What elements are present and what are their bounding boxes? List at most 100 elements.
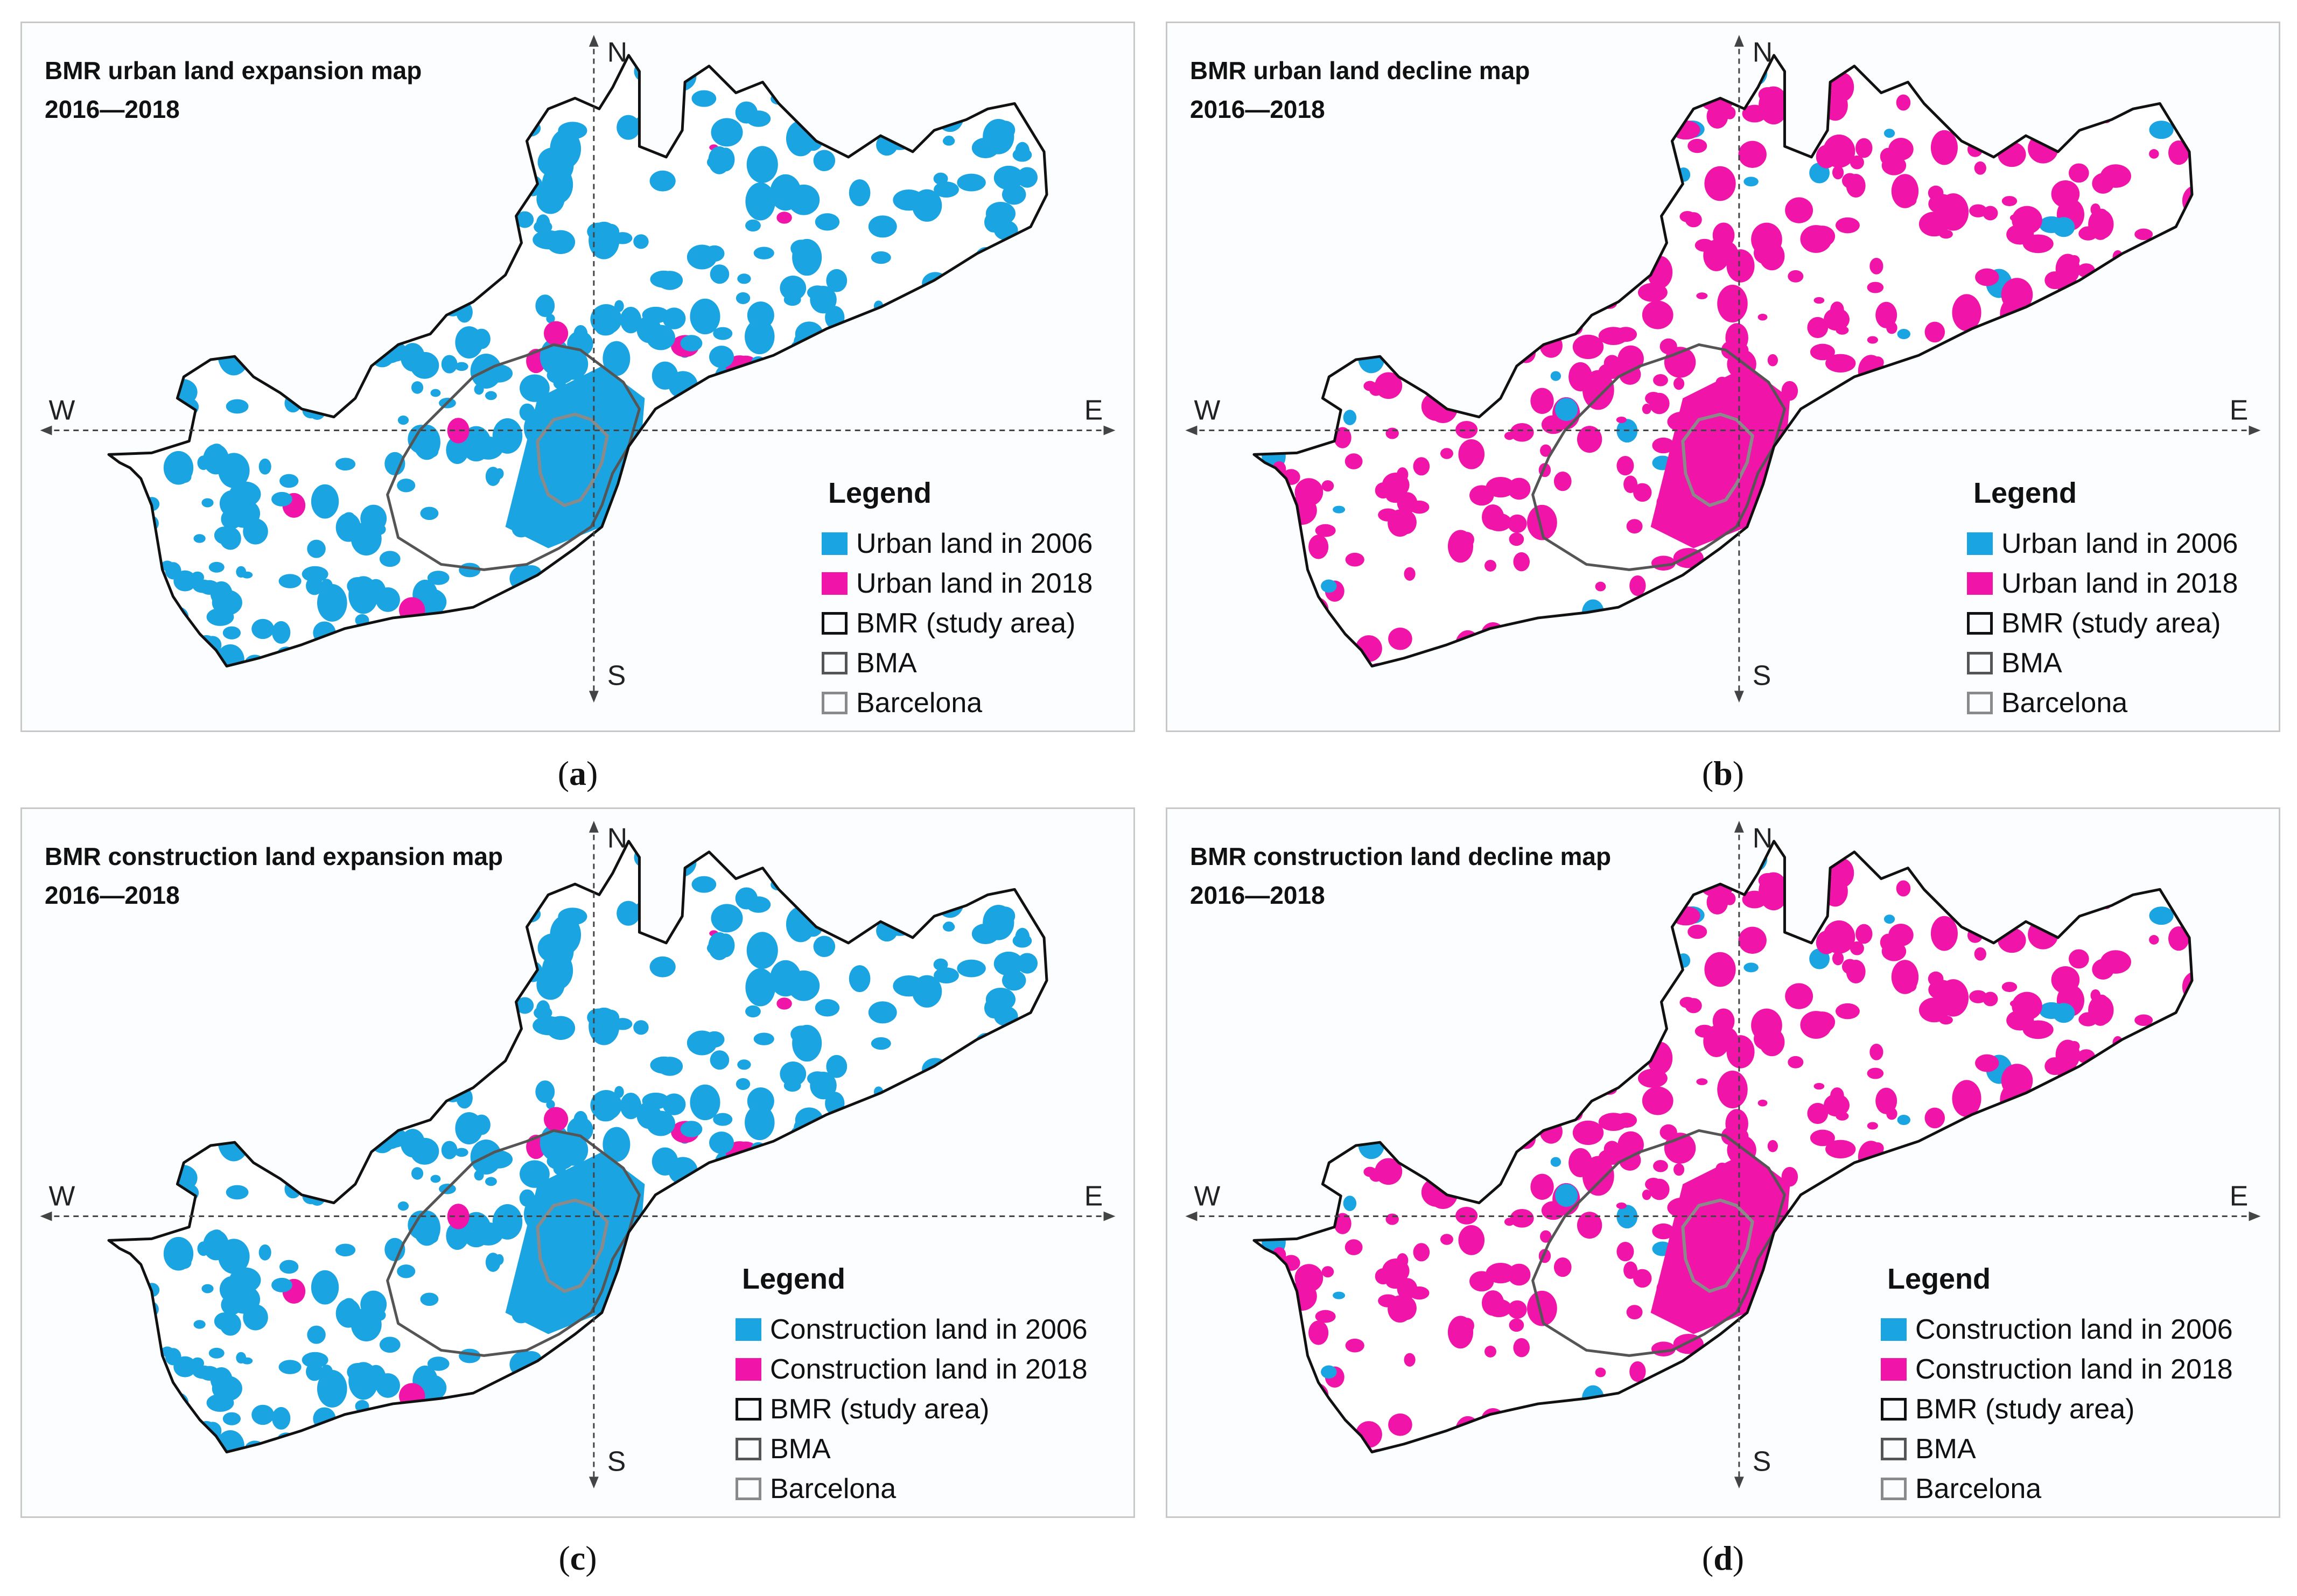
urban-patch (941, 1177, 967, 1204)
urban-patch (521, 1351, 541, 1365)
urban-patch (971, 137, 999, 158)
urban-patch (124, 606, 143, 627)
urban-patch (366, 579, 386, 604)
urban-patch (1738, 926, 1767, 954)
urban-patch (447, 1204, 470, 1229)
urban-patch (818, 432, 850, 454)
urban-patch (1642, 1086, 1673, 1115)
urban-patch (1605, 138, 1616, 152)
urban-patch (1788, 270, 1804, 283)
urban-patch (1696, 292, 1708, 299)
compass-south-label: S (607, 1445, 626, 1477)
urban-patch (1431, 1016, 1447, 1036)
urban-patch (889, 901, 900, 909)
urban-patch (1701, 586, 1721, 606)
urban-patch (2183, 341, 2193, 363)
urban-patch (515, 93, 534, 114)
urban-patch (877, 1173, 896, 1186)
urban-patch (2011, 443, 2043, 464)
urban-patch (1291, 388, 1324, 408)
urban-patch (783, 293, 801, 306)
urban-patch (2012, 992, 2042, 1021)
urban-patch (995, 906, 1016, 926)
urban-patch (550, 915, 582, 955)
urban-patch (265, 265, 297, 286)
legend-item-2006: Urban land in 2006 (822, 524, 1093, 564)
urban-patch (402, 973, 416, 982)
urban-patch (1888, 374, 1915, 391)
urban-patch (1812, 480, 1843, 509)
urban-patch (243, 1304, 268, 1331)
urban-patch (474, 1170, 484, 1181)
urban-patch (1768, 524, 1796, 542)
urban-patch (2140, 75, 2162, 95)
urban-patch (228, 466, 239, 479)
urban-patch (711, 118, 743, 147)
urban-patch (1991, 324, 2002, 333)
urban-patch (515, 83, 547, 111)
urban-patch (803, 852, 818, 863)
urban-patch (769, 1207, 789, 1229)
urban-patch (344, 340, 359, 351)
urban-patch (993, 165, 1024, 190)
urban-patch (1710, 642, 1720, 652)
urban-patch (455, 1148, 468, 1157)
urban-patch (1997, 1246, 2007, 1255)
urban-patch (1564, 1104, 1578, 1120)
urban-patch (722, 1281, 731, 1293)
urban-patch (222, 626, 241, 639)
urban-patch (1825, 354, 1856, 373)
urban-patch (697, 381, 730, 417)
urban-patch (731, 860, 741, 870)
urban-patch (1388, 1413, 1412, 1436)
urban-patch (738, 583, 755, 599)
urban-patch (753, 1032, 774, 1045)
urban-patch (646, 1110, 675, 1136)
urban-patch (1456, 927, 1468, 941)
urban-patch (864, 453, 878, 470)
urban-patch (243, 518, 268, 545)
urban-patch (745, 968, 776, 1007)
urban-patch (2034, 89, 2057, 118)
urban-patch (1435, 256, 1464, 292)
urban-patch (505, 859, 534, 895)
urban-patch (1540, 444, 1552, 457)
urban-patch (1389, 181, 1409, 197)
map-panel-b: N S W E BMR urban land decline map 2016—201… (1166, 22, 2280, 732)
urban-patch (481, 200, 507, 227)
urban-patch (941, 391, 967, 418)
urban-patch (492, 944, 502, 955)
urban-patch (1940, 431, 1967, 453)
urban-patch (150, 160, 177, 178)
legend-title: Legend (1887, 1263, 1991, 1295)
urban-patch (601, 1009, 620, 1026)
urban-patch (475, 923, 495, 944)
urban-patch (985, 201, 1016, 226)
urban-patch (788, 970, 820, 1001)
urban-patch (657, 1057, 683, 1076)
urban-patch (652, 875, 670, 890)
urban-patch (810, 452, 821, 462)
urban-patch (822, 70, 835, 84)
urban-patch (1307, 1119, 1338, 1140)
urban-patch (413, 425, 440, 460)
urban-patch (1592, 1002, 1620, 1038)
urban-patch (1846, 960, 1866, 984)
urban-patch (1677, 602, 1706, 629)
urban-patch (2128, 83, 2138, 91)
urban-patch (1918, 212, 1950, 237)
urban-patch (1648, 1388, 1662, 1401)
urban-patch (2160, 430, 2181, 448)
urban-patch (239, 1068, 260, 1089)
urban-patch (304, 321, 314, 331)
urban-patch (372, 523, 386, 536)
urban-patch (499, 592, 523, 623)
urban-patch (1294, 151, 1321, 170)
caption-c: (c) (558, 1539, 597, 1577)
urban-patch (163, 1236, 194, 1271)
urban-patch (1611, 968, 1630, 992)
urban-patch (215, 940, 235, 965)
urban-patch (2051, 180, 2080, 208)
urban-patch (1382, 1003, 1399, 1015)
urban-patch (1532, 919, 1554, 948)
